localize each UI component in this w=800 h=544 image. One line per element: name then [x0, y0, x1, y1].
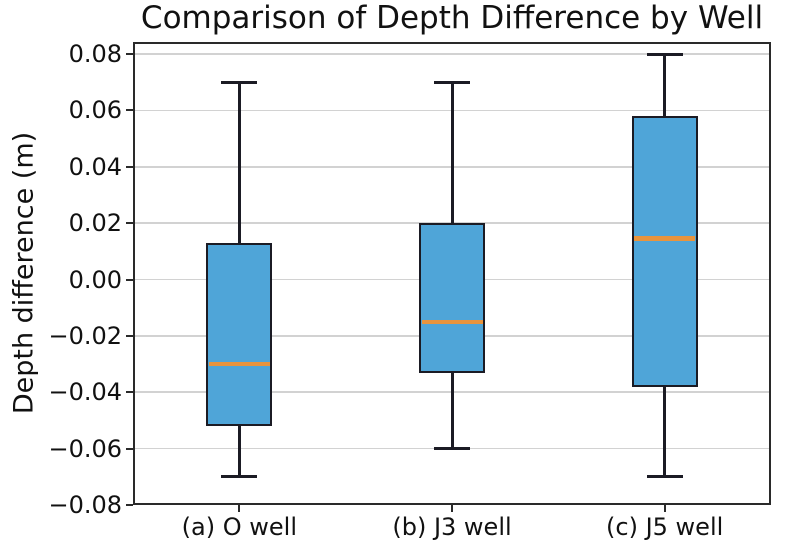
whisker-cap-upper — [434, 80, 470, 84]
y-tick — [126, 391, 133, 394]
y-tick-label: −0.04 — [48, 378, 122, 407]
y-tick-label: 0.04 — [68, 152, 122, 181]
whisker-cap-lower — [221, 475, 258, 479]
y-tick-label: 0.08 — [68, 40, 122, 69]
x-tick — [663, 505, 666, 512]
whisker-lower — [450, 372, 454, 449]
y-tick-label: −0.06 — [48, 434, 122, 463]
x-tick-label: (c) J5 well — [606, 513, 724, 541]
y-tick-label: −0.08 — [48, 491, 122, 519]
box — [419, 223, 485, 373]
whisker-lower — [663, 386, 667, 477]
y-tick — [126, 222, 133, 225]
whisker-cap-upper — [221, 80, 258, 84]
median-line — [208, 361, 270, 367]
x-tick — [451, 505, 453, 512]
y-tick — [126, 334, 133, 337]
median-line — [421, 319, 483, 325]
x-tick-label: (b) J3 well — [392, 513, 512, 541]
y-tick-label: 0.02 — [68, 209, 122, 238]
spine-left — [133, 42, 135, 505]
gridline — [133, 53, 771, 55]
y-tick — [126, 447, 133, 450]
spine-top — [133, 42, 771, 44]
y-tick-label: −0.02 — [48, 321, 122, 350]
whisker-cap-lower — [646, 475, 683, 479]
y-tick — [126, 165, 133, 168]
y-tick-label: 0.06 — [68, 96, 122, 125]
x-tick — [238, 505, 241, 512]
y-tick — [126, 278, 133, 281]
whisker-upper — [663, 54, 667, 117]
x-tick-label: (a) O well — [181, 513, 297, 541]
whisker-upper — [450, 82, 454, 224]
y-tick — [126, 504, 133, 506]
whisker-cap-lower — [434, 447, 470, 451]
plot-area — [133, 42, 771, 505]
y-tick-label: 0.00 — [68, 265, 122, 294]
spine-bottom — [133, 503, 771, 505]
spine-right — [769, 42, 771, 505]
chart-title: Comparison of Depth Difference by Well — [140, 0, 764, 36]
box — [206, 242, 273, 427]
y-tick — [126, 109, 133, 112]
whisker-lower — [237, 426, 241, 477]
y-tick — [126, 53, 133, 56]
median-line — [634, 236, 696, 241]
whisker-upper — [237, 82, 241, 243]
whisker-cap-upper — [646, 52, 683, 56]
box — [631, 116, 698, 387]
